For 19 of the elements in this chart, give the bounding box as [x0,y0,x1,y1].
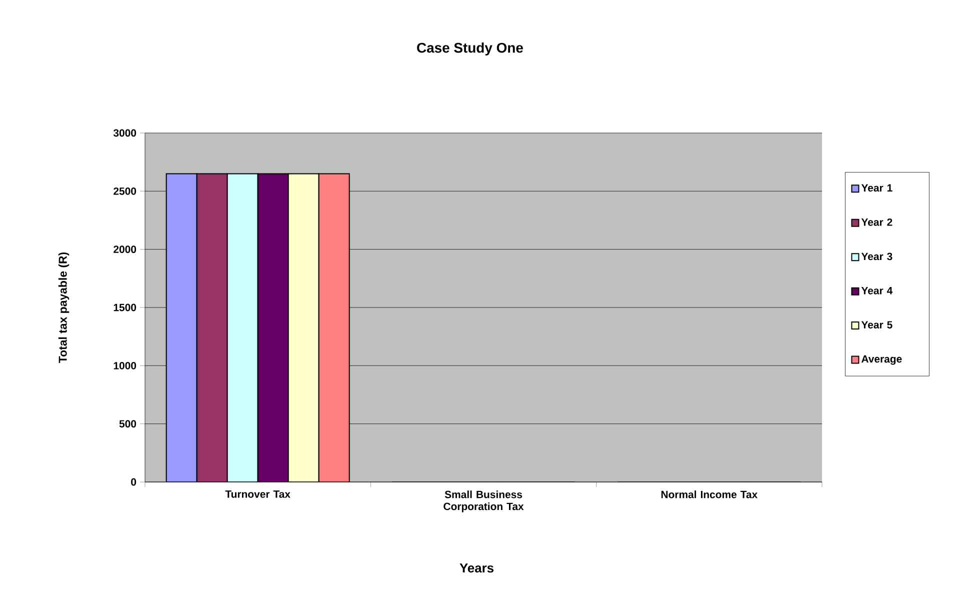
y-tick-label: 2500 [114,187,136,195]
y-tick-label: 1000 [114,362,136,370]
legend-label: Year 3 [861,252,892,260]
y-tick-label: 2000 [114,246,136,254]
legend-label: Average [861,355,902,365]
x-axis-title: Years [460,564,494,573]
legend-label: Year 5 [861,321,892,328]
y-axis-title: Total tax payable (R) [58,252,70,363]
y-tick-label: 0 [131,478,136,486]
y-tick-label: 1500 [114,304,136,312]
legend-label: Year 2 [861,218,892,226]
x-tick-label: Small Business Corporation Tax [444,490,524,512]
x-tick-label: Normal Income Tax [661,490,758,498]
legend-label: Year 4 [861,287,893,294]
x-tick-label: Turnover Tax [225,490,290,498]
y-tick-label: 500 [119,420,136,428]
y-tick-label: 3000 [113,129,136,137]
chart-title: Case Study One [417,42,523,56]
legend-label: Year 1 [861,184,892,192]
